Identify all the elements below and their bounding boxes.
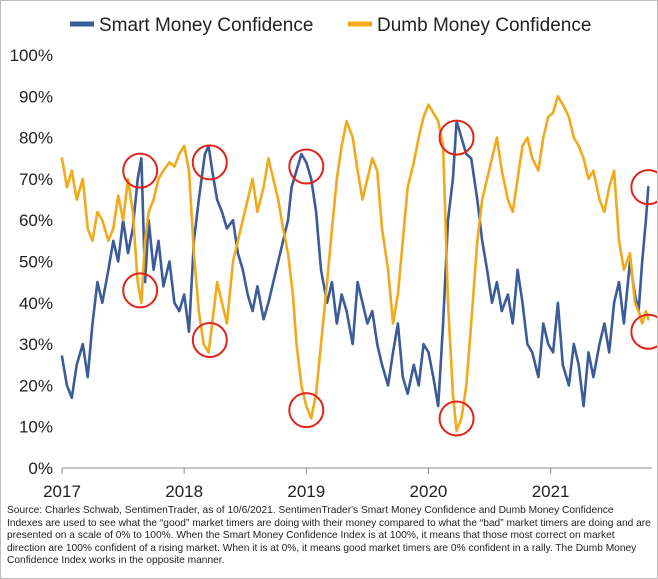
y-tick-label: 90% <box>19 87 53 106</box>
y-tick-label: 70% <box>19 170 53 189</box>
highlight-circle <box>288 392 325 429</box>
highlight-circle <box>122 152 159 189</box>
dumb-money-line <box>60 95 650 433</box>
highlight-circle <box>630 313 658 350</box>
series-layer <box>60 95 650 433</box>
smart-money-line <box>60 119 650 408</box>
x-axis: 2017 2018 2019 2020 2021 <box>43 467 652 500</box>
y-axis: 0% 10% 20% 30% 40% 50% 60% 70% 80% 90% 100% <box>10 46 53 478</box>
x-tick-label: 2018 <box>165 482 203 500</box>
legend-label-dumb: Dumb Money Confidence <box>377 15 591 36</box>
highlight-circle <box>630 169 658 206</box>
highlight-circle <box>438 119 475 156</box>
y-tick-label: 0% <box>28 459 53 478</box>
y-tick-label: 50% <box>19 253 53 272</box>
highlight-circle <box>288 148 325 185</box>
x-tick-label: 2019 <box>287 482 325 500</box>
y-tick-label: 30% <box>19 335 53 354</box>
x-tick-label: 2017 <box>43 482 81 500</box>
highlight-layer <box>122 119 658 437</box>
legend: Smart Money Confidence Dumb Money Confid… <box>70 15 591 36</box>
source-note: Source: Charles Schwab, SentimenTrader, … <box>7 505 651 567</box>
y-tick-label: 20% <box>19 376 53 395</box>
highlight-circle <box>191 321 228 358</box>
x-tick-label: 2021 <box>532 482 570 500</box>
x-tick-label: 2020 <box>410 482 448 500</box>
y-tick-label: 60% <box>19 211 53 230</box>
highlight-circle <box>438 400 475 437</box>
y-tick-label: 40% <box>19 294 53 313</box>
y-tick-label: 10% <box>19 418 53 437</box>
highlight-circle <box>191 144 228 181</box>
highlight-circle <box>122 272 159 309</box>
y-tick-label: 80% <box>19 129 53 148</box>
legend-label-smart: Smart Money Confidence <box>99 15 313 36</box>
y-tick-label: 100% <box>10 46 53 65</box>
sentiment-line-chart: Smart Money Confidence Dumb Money Confid… <box>10 15 658 500</box>
